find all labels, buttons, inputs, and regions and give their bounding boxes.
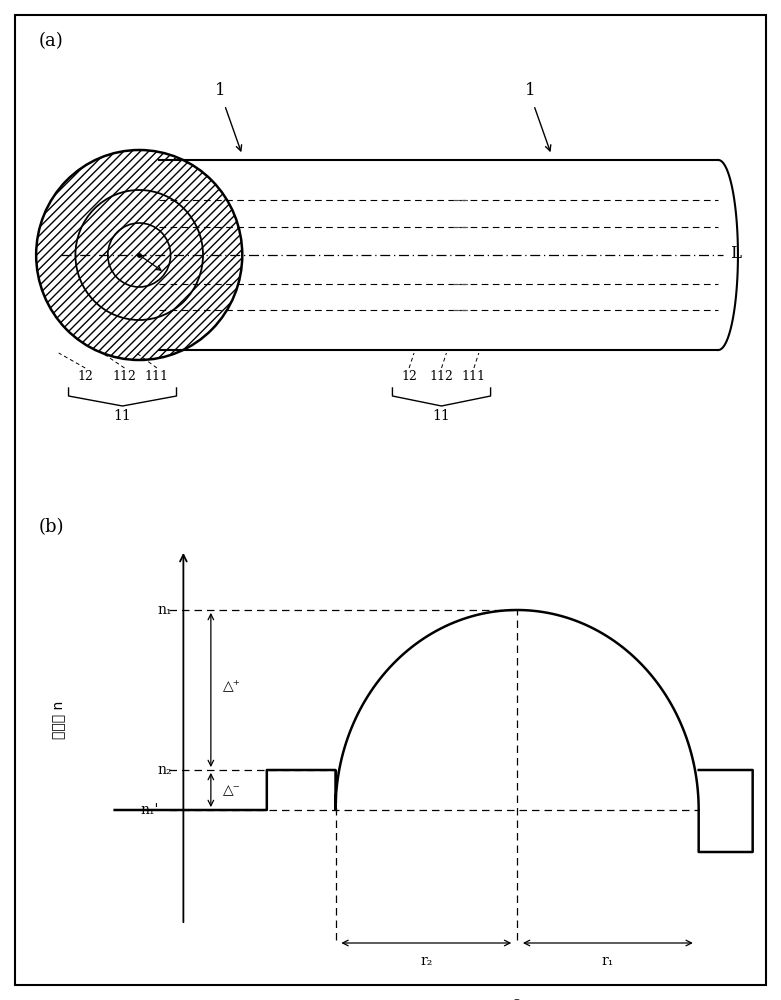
Text: △⁻: △⁻ (223, 783, 241, 797)
Text: a: a (512, 996, 522, 1000)
Text: 11: 11 (114, 409, 131, 423)
Text: n₁: n₁ (157, 603, 172, 617)
Text: (a): (a) (39, 32, 64, 50)
Text: 111: 111 (462, 370, 486, 383)
Circle shape (36, 150, 242, 360)
Text: 112: 112 (112, 370, 137, 383)
Circle shape (108, 223, 170, 287)
Text: L: L (730, 244, 741, 261)
Text: 111: 111 (144, 370, 169, 383)
Circle shape (76, 190, 203, 320)
Text: 折射率 n: 折射率 n (52, 701, 66, 739)
Text: 12: 12 (401, 370, 417, 383)
Text: n₂: n₂ (157, 763, 172, 777)
Text: r₂: r₂ (420, 954, 433, 968)
Text: 1: 1 (525, 82, 535, 99)
Text: 112: 112 (430, 370, 454, 383)
Text: 12: 12 (77, 370, 93, 383)
Text: 11: 11 (433, 409, 451, 423)
Text: r₁: r₁ (602, 954, 614, 968)
Circle shape (76, 190, 203, 320)
Text: △⁺: △⁺ (223, 678, 241, 692)
Text: 1: 1 (216, 82, 226, 99)
Text: (b): (b) (39, 518, 65, 536)
Circle shape (108, 223, 170, 287)
Text: n₁': n₁' (141, 803, 159, 817)
Circle shape (36, 150, 242, 360)
